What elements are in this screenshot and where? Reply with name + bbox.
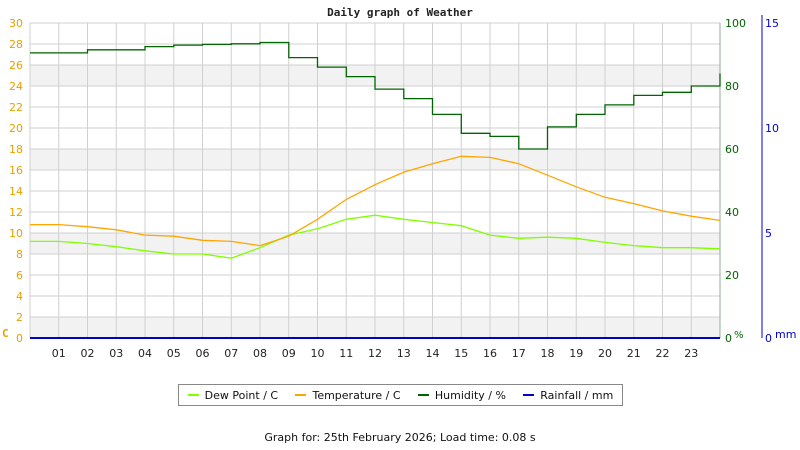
svg-text:22: 22 xyxy=(9,101,23,114)
svg-text:8: 8 xyxy=(16,248,23,261)
svg-text:100: 100 xyxy=(725,17,746,30)
svg-text:16: 16 xyxy=(483,347,497,360)
svg-text:15: 15 xyxy=(454,347,468,360)
legend-label: Humidity / % xyxy=(434,388,506,402)
svg-text:0: 0 xyxy=(725,332,732,345)
legend-item-humidity: Humidity / % xyxy=(417,388,506,402)
svg-text:12: 12 xyxy=(9,206,23,219)
svg-text:17: 17 xyxy=(512,347,526,360)
svg-text:14: 14 xyxy=(9,185,23,198)
svg-text:5: 5 xyxy=(765,227,772,240)
svg-text:10: 10 xyxy=(765,122,779,135)
svg-text:10: 10 xyxy=(9,227,23,240)
svg-text:06: 06 xyxy=(196,347,210,360)
svg-text:4: 4 xyxy=(16,290,23,303)
dew-point-swatch-icon xyxy=(187,394,199,396)
svg-text:28: 28 xyxy=(9,38,23,51)
legend-item-dew-point: Dew Point / C xyxy=(187,388,279,402)
svg-text:11: 11 xyxy=(339,347,353,360)
svg-text:C: C xyxy=(2,327,9,340)
svg-text:03: 03 xyxy=(109,347,123,360)
humidity-swatch-icon xyxy=(417,394,429,396)
svg-text:09: 09 xyxy=(282,347,296,360)
svg-text:80: 80 xyxy=(725,80,739,93)
svg-text:mm: mm xyxy=(775,328,796,341)
svg-text:30: 30 xyxy=(9,17,23,30)
svg-text:6: 6 xyxy=(16,269,23,282)
legend-label: Dew Point / C xyxy=(204,388,279,402)
svg-text:40: 40 xyxy=(725,206,739,219)
svg-text:18: 18 xyxy=(9,143,23,156)
temperature-swatch-icon xyxy=(295,394,307,396)
svg-text:%: % xyxy=(734,330,744,341)
legend-label: Rainfall / mm xyxy=(540,388,614,402)
svg-text:04: 04 xyxy=(138,347,152,360)
svg-text:18: 18 xyxy=(541,347,555,360)
svg-text:10: 10 xyxy=(311,347,325,360)
svg-text:08: 08 xyxy=(253,347,267,360)
svg-text:22: 22 xyxy=(656,347,670,360)
humidity-line xyxy=(30,41,721,150)
temperature-cline xyxy=(30,155,721,247)
svg-text:01: 01 xyxy=(52,347,66,360)
svg-text:07: 07 xyxy=(224,347,238,360)
svg-text:2: 2 xyxy=(16,311,23,324)
svg-text:20: 20 xyxy=(725,269,739,282)
svg-text:26: 26 xyxy=(9,59,23,72)
legend-item-temperature: Temperature / C xyxy=(295,388,401,402)
svg-text:24: 24 xyxy=(9,80,23,93)
svg-text:0: 0 xyxy=(16,332,23,345)
chart-title: Daily graph of Weather xyxy=(327,6,473,19)
svg-text:12: 12 xyxy=(368,347,382,360)
svg-text:14: 14 xyxy=(426,347,440,360)
svg-text:20: 20 xyxy=(9,122,23,135)
legend-item-rainfall: Rainfall / mm xyxy=(523,389,613,402)
rainfall-swatch-icon xyxy=(523,394,535,396)
svg-text:15: 15 xyxy=(765,17,779,30)
svg-text:60: 60 xyxy=(725,143,739,156)
svg-text:21: 21 xyxy=(627,347,641,360)
svg-text:02: 02 xyxy=(81,347,95,360)
legend-label: Temperature / C xyxy=(312,388,401,402)
svg-text:0: 0 xyxy=(765,332,772,345)
svg-text:16: 16 xyxy=(9,164,23,177)
svg-text:13: 13 xyxy=(397,347,411,360)
footer-status: Graph for: 25th February 2026; Load time… xyxy=(264,431,536,444)
svg-text:05: 05 xyxy=(167,347,181,360)
legend: Dew Point / C Temperature / C Humidity /… xyxy=(178,384,623,406)
dew-point-cline xyxy=(30,214,721,259)
svg-text:20: 20 xyxy=(598,347,612,360)
svg-text:23: 23 xyxy=(684,347,698,360)
svg-text:19: 19 xyxy=(569,347,583,360)
